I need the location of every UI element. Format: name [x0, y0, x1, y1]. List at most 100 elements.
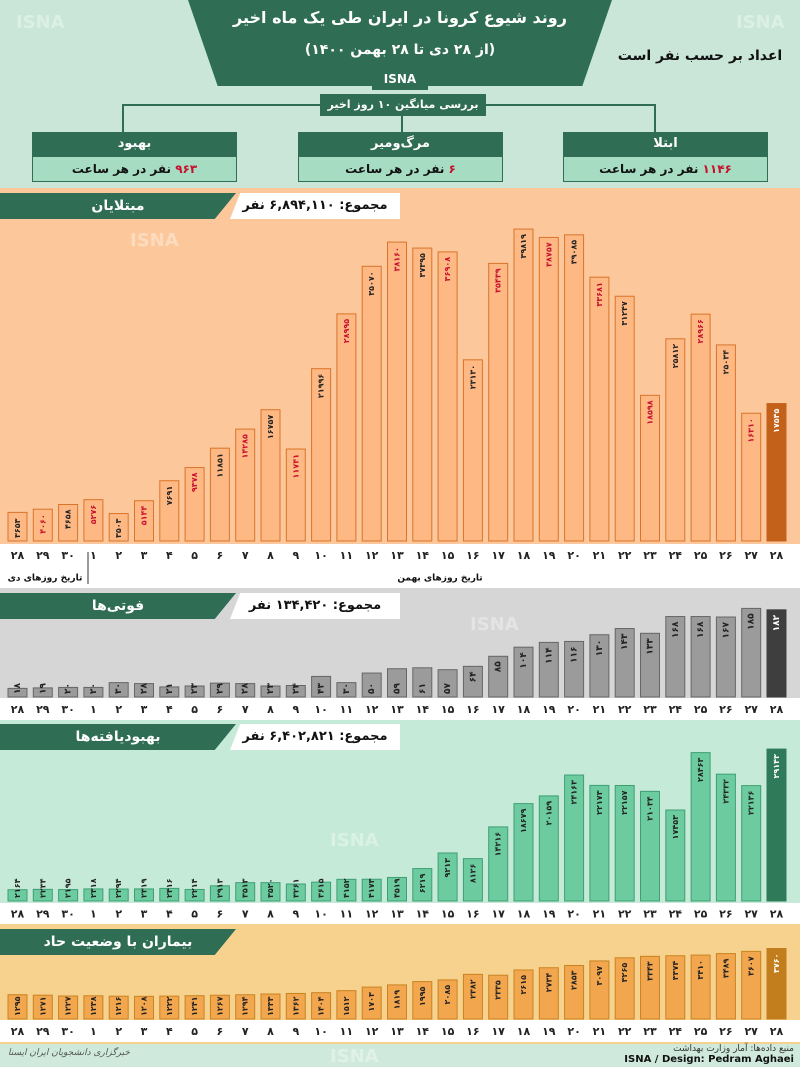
recovered-total: مجموع: ۶,۴۰۲,۸۲۱ نفر [230, 724, 400, 750]
bar [665, 955, 686, 1020]
data-label: ۲۸ [140, 683, 150, 694]
bar [437, 979, 458, 1020]
average-label: بررسی میانگین ۱۰ روز اخیر [320, 94, 486, 116]
bar [159, 995, 180, 1020]
data-label: ۱۷۴۵۳ [671, 815, 680, 840]
data-label: ۲۱ [165, 683, 175, 694]
tick-label: ۲۷ [744, 908, 758, 921]
data-label: ۳۱۲۴۷ [620, 301, 629, 326]
data-label: ۱۲۶۷ [215, 996, 224, 1016]
tick-label: ۱۵ [441, 703, 455, 716]
tick-label: ۲ [115, 549, 122, 562]
tick-label: ۴ [166, 908, 173, 921]
bar [564, 774, 585, 902]
data-label: ۲۳ [190, 683, 200, 694]
data-label: ۴۰۶۰ [38, 514, 47, 534]
footer-source: منبع داده‌ها: آمار وزارت بهداشت [673, 1044, 794, 1054]
connector-center [401, 116, 403, 132]
bar [184, 995, 205, 1020]
x-axis-band [0, 1020, 800, 1042]
data-label: ۲۴۳۳۲ [721, 779, 730, 804]
tick-label: ۲۲ [618, 549, 632, 562]
data-label: ۳۳۷۴ [671, 961, 680, 981]
data-label: ۲۳۱۹ [140, 878, 149, 898]
bar [462, 359, 483, 542]
data-label: ۱۲۹۵ [13, 996, 22, 1016]
tick-label: ۶ [217, 703, 224, 716]
tick-label: ۱۰ [314, 703, 327, 716]
tick-label: ۱۷ [491, 703, 505, 716]
tick-label: ۱۳ [390, 549, 404, 562]
tick-label: ۱۲ [365, 703, 379, 716]
bar [235, 882, 256, 902]
bar [766, 403, 787, 542]
tick-label: ۲۶ [719, 1025, 732, 1038]
tick-label: ۲۸ [770, 908, 784, 921]
data-label: ۳۷۶۰ [772, 954, 781, 974]
data-label: ۲۸۴۶۳ [696, 758, 705, 783]
tick-label: ۲۱ [593, 549, 606, 562]
tick-label: ۱۱ [340, 549, 353, 562]
tick-label: ۲۴ [669, 908, 683, 921]
bar [159, 686, 180, 698]
bar [134, 888, 154, 902]
data-label: ۸۱۲۶ [468, 864, 477, 884]
infections-title: مبتلایان [0, 193, 236, 219]
tick-label: ۱۸ [517, 549, 531, 562]
bar [32, 994, 53, 1020]
card-infection-label: ابتلا [563, 132, 768, 156]
bar [32, 888, 53, 902]
tick-label: ۷ [242, 908, 249, 921]
data-label: ۷۶۹۱ [165, 486, 174, 506]
bar [260, 409, 281, 542]
data-label: ۱۴۲۸۵ [241, 434, 250, 459]
tick-label: ۱۲ [365, 908, 379, 921]
data-label: ۲۵۸۱۲ [671, 344, 680, 369]
data-label: ۵۰ [367, 683, 377, 694]
bar [462, 973, 483, 1020]
bar [83, 888, 104, 902]
tick-label: ۱۸ [517, 1025, 531, 1038]
bar [336, 990, 357, 1020]
bar [285, 883, 306, 902]
bar [513, 646, 534, 698]
tick-label: ۷ [242, 549, 249, 562]
bar [640, 394, 660, 542]
data-label: ۲۸۵۳ [570, 970, 579, 990]
card-death-number: ۶ [448, 162, 456, 176]
bar [235, 428, 256, 542]
bar [184, 467, 205, 542]
deaths-total: مجموع: ۱۳۴,۴۲۰ نفر [230, 593, 400, 619]
infections-total: مجموع: ۶,۸۹۴,۱۱۰ نفر [230, 193, 400, 219]
data-label: ۳۵۰۳ [114, 518, 123, 538]
bar [134, 995, 154, 1020]
watermark: ISNA [736, 12, 785, 33]
data-label: ۲۲۳۴ [38, 878, 47, 898]
tick-label: ۱۱ [340, 1025, 353, 1038]
tick-label: ۲۴ [669, 703, 683, 716]
bar [387, 876, 407, 902]
bar [640, 632, 660, 698]
bar [184, 888, 205, 902]
bar [640, 790, 660, 902]
tick-label: ۵ [191, 703, 198, 716]
bar [387, 241, 407, 542]
bar [488, 826, 509, 902]
data-label: ۱۱۴ [544, 647, 554, 664]
connector-right [486, 104, 656, 134]
tick-label: ۱ [90, 703, 97, 716]
data-label: ۲۳۸۲ [468, 979, 477, 999]
data-label: ۱۲۹۴ [241, 996, 250, 1016]
data-label: ۲۸۹۹۵ [342, 319, 351, 344]
tick-label: ۹ [292, 549, 299, 562]
bar [513, 969, 534, 1020]
bar [260, 685, 281, 698]
bar [285, 992, 306, 1020]
data-label: ۱۳۳ [646, 638, 656, 655]
bar [83, 499, 104, 542]
data-label: ۲۰۸۵ [443, 985, 452, 1005]
tick-label: ۹ [292, 908, 299, 921]
bar [715, 616, 736, 698]
data-label: ۱۲۴۱ [190, 996, 199, 1016]
data-label: ۱۶۸ [696, 621, 706, 638]
